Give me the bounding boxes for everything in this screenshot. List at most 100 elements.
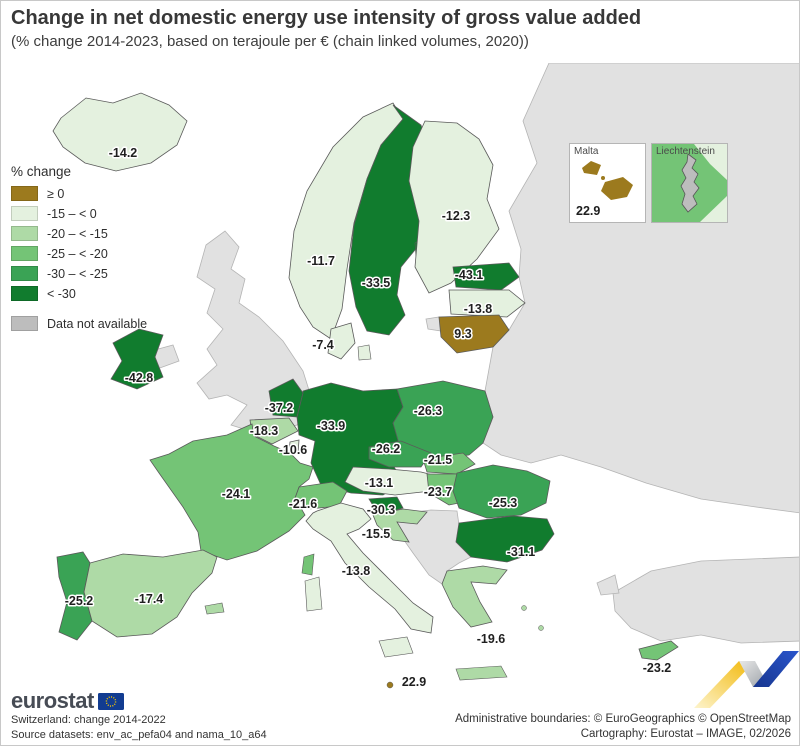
- country-balearic-islands: [204, 602, 225, 615]
- value-label-ireland: -42.8: [125, 371, 154, 385]
- country-aegean-island-1: [521, 605, 527, 611]
- value-label-czechia: -26.2: [372, 442, 401, 456]
- value-label-malta: 22.9: [402, 675, 426, 689]
- land-kaliningrad: [425, 316, 442, 332]
- country-luxembourg: [288, 439, 300, 454]
- country-croatia: [372, 508, 428, 543]
- value-label-iceland: -14.2: [109, 146, 138, 160]
- inset-malta-value: 22.9: [576, 204, 601, 218]
- footer-credits: Administrative boundaries: © EuroGeograp…: [455, 712, 791, 742]
- inset-malta: Malta 22.9: [569, 143, 646, 223]
- land-east-europe: [482, 63, 799, 514]
- country-bulgaria: [455, 515, 555, 563]
- value-label-poland: -26.3: [414, 404, 443, 418]
- country-greece: [441, 565, 508, 628]
- footer-cartography-credit: Cartography: Eurostat – IMAGE, 02/2026: [580, 728, 791, 740]
- value-label-bulgaria: -31.1: [507, 545, 536, 559]
- country-slovenia: [368, 496, 404, 516]
- country-portugal: [56, 551, 93, 641]
- legend-item: < -30: [11, 286, 147, 301]
- value-label-greece: -19.6: [477, 632, 506, 646]
- country-aegean-island-2: [538, 625, 544, 631]
- country-czechia: [368, 440, 432, 468]
- legend-item: -20 – < -15: [11, 226, 147, 241]
- legend-item-no-data: Data not available: [11, 316, 147, 331]
- country-latvia: [448, 289, 526, 318]
- value-label-austria: -13.1: [365, 476, 394, 490]
- ribbon-yellow: [694, 661, 755, 708]
- legend-swatch-lt-m30: [11, 286, 38, 301]
- malta-main-shape: [601, 177, 633, 200]
- ribbon-blue: [753, 651, 799, 687]
- country-italy: [305, 502, 434, 634]
- country-sardinia: [304, 576, 323, 612]
- country-iceland: [52, 92, 188, 172]
- inset-liechtenstein: Liechtenstein: [651, 143, 728, 223]
- footer-note-source: Source datasets: env_ac_pefa04 and nama_…: [11, 728, 267, 741]
- value-label-cyprus: -23.2: [643, 661, 672, 675]
- legend-swatch-m15-0: [11, 206, 38, 221]
- value-label-luxembourg: -10.6: [279, 443, 308, 457]
- country-poland: [392, 380, 494, 460]
- image-ribbon-logo: [694, 651, 799, 708]
- value-label-lithuania: 9.3: [454, 327, 471, 341]
- malta-inset-map: [582, 161, 633, 200]
- country-value-labels: -14.2 -11.7 -33.5 -12.3 -43.1 -13.8 9.3 -7.4 -42…: [63, 145, 673, 691]
- country-slovakia: [422, 452, 476, 475]
- legend-title: % change: [11, 164, 72, 179]
- legend-label: -20 – < -15: [47, 226, 108, 241]
- liechtenstein-inset-map: [652, 144, 727, 222]
- value-label-norway: -11.7: [307, 254, 335, 268]
- country-france: [149, 423, 314, 561]
- value-label-spain: -17.4: [135, 592, 164, 606]
- legend-swatch-no-data: [11, 316, 38, 331]
- value-label-denmark: -7.4: [312, 338, 334, 352]
- value-label-latvia: -13.8: [464, 302, 493, 316]
- inset-liechtenstein-label: Liechtenstein: [656, 146, 715, 157]
- header: Change in net domestic energy use intens…: [1, 1, 799, 52]
- legend-item: -30 – < -25: [11, 266, 147, 281]
- value-label-france: -24.1: [222, 487, 251, 501]
- li-bg-austria: [694, 144, 727, 180]
- legend-swatch-ge0: [11, 186, 38, 201]
- legend-label: < -30: [47, 286, 76, 301]
- country-crete: [455, 665, 508, 681]
- legend-item: ≥ 0: [11, 186, 147, 201]
- land-turkey-thrace: [596, 574, 620, 596]
- value-label-germany: -33.9: [317, 419, 346, 433]
- page-title: Change in net domestic energy use intens…: [11, 7, 642, 29]
- value-label-portugal: -25.2: [65, 594, 94, 608]
- legend-label: -15 – < 0: [47, 206, 97, 221]
- value-label-estonia: -43.1: [455, 268, 484, 282]
- country-romania: [452, 464, 551, 519]
- eu-flag-icon: [97, 692, 124, 710]
- value-label-slovakia: -21.5: [424, 453, 453, 467]
- country-ireland: [110, 328, 164, 390]
- value-label-romania: -25.3: [489, 496, 518, 510]
- value-label-belgium: -18.3: [250, 424, 279, 438]
- eurostat-logo: eurostat: [11, 688, 124, 714]
- country-sicily: [378, 636, 414, 658]
- map-legend: % change ≥ 0 -15 – < 0 -20 – < -15 -25 –…: [11, 164, 147, 336]
- li-bg-austria-south: [700, 196, 727, 222]
- value-label-slovenia: -30.3: [367, 503, 396, 517]
- value-label-sweden: -33.5: [362, 276, 391, 290]
- legend-item: -15 – < 0: [11, 206, 147, 221]
- country-denmark: [327, 322, 356, 360]
- legend-swatch-m25-m20: [11, 246, 38, 261]
- malta-comino-shape: [601, 176, 605, 180]
- page-subtitle: (% change 2014-2023, based on terajoule …: [11, 33, 529, 50]
- malta-gozo-shape: [582, 161, 601, 175]
- value-label-switzerland: -21.6: [289, 497, 318, 511]
- footer-boundaries-credit: Administrative boundaries: © EuroGeograp…: [455, 713, 791, 725]
- legend-item: -25 – < -20: [11, 246, 147, 261]
- country-cyprus: [638, 640, 679, 661]
- legend-label: ≥ 0: [47, 186, 65, 201]
- liechtenstein-shape: [680, 153, 700, 213]
- country-corsica: [301, 553, 315, 576]
- value-label-netherlands: -37.2: [265, 401, 294, 415]
- country-estonia: [452, 262, 520, 291]
- country-lithuania: [438, 314, 510, 354]
- footer-note-switzerland: Switzerland: change 2014-2022: [11, 714, 166, 726]
